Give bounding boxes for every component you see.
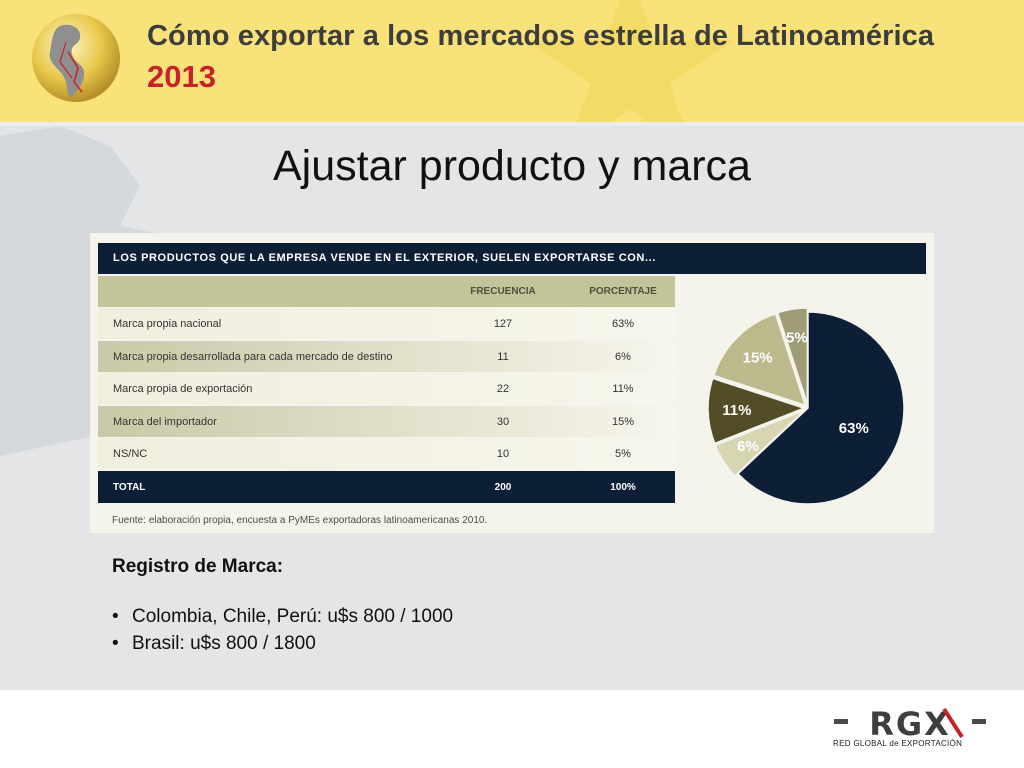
rgx-logo: RGX [834,705,986,743]
figure-panel: LOS PRODUCTOS QUE LA EMPRESA VENDE EN EL… [90,233,934,533]
pie-slice [776,308,809,405]
row-percentage: 5% [615,448,631,460]
row-label: Marca propia desarrollada para cada merc… [113,351,393,363]
table-title: LOS PRODUCTOS QUE LA EMPRESA VENDE EN EL… [113,252,656,264]
pie-chart: 63% 6% 11% 15% 5% [708,308,905,505]
pie-slice-label: 63% [839,420,869,437]
pie-slice-label: 15% [743,350,773,367]
header-band: Cómo exportar a los mercados estrella de… [0,0,1024,124]
list-item: • Brasil: u$s 800 / 1800 [112,633,453,655]
star-decoration [524,0,736,124]
logo-text: RGX [869,705,951,743]
table-row: Marca propia de exportación 22 11% [98,373,675,404]
list-item-text: Colombia, Chile, Perú: u$s 800 / 1000 [132,606,454,627]
header-divider [0,122,1024,126]
brand-year: 2013 [147,59,216,94]
table-row: NS/NC 10 5% [98,438,675,469]
list-item-text: Brasil: u$s 800 / 1800 [132,633,316,654]
row-frequency: 11 [497,351,509,363]
table-row: Marca del importador 30 15% [98,406,675,437]
col-header-frecuencia: FRECUENCIA [470,286,536,297]
row-label: Marca propia nacional [113,318,222,330]
bullet-icon: • [112,633,119,654]
figure-source: Fuente: elaboración propia, encuesta a P… [112,515,488,526]
footer [0,690,1024,768]
slide-title: Ajustar producto y marca [273,142,751,190]
pie-slice [736,311,905,505]
pie-slice [712,312,807,407]
total-percentage: 100% [610,482,636,493]
row-frequency: 10 [496,448,510,460]
pie-slice-label: 5% [786,330,808,347]
row-percentage: 63% [611,318,635,330]
table-row: Marca propia desarrollada para cada merc… [98,341,675,372]
total-frequency: 200 [494,482,512,493]
pie-slice-label: 11% [722,402,751,419]
row-frequency: 30 [496,416,510,428]
row-frequency: 22 [496,383,510,395]
row-percentage: 15% [611,416,635,428]
pie-slice-label: 6% [737,438,759,455]
pie-slice [708,377,807,445]
logo-caption: RED GLOBAL de EXPORTACIÓN [833,739,963,748]
row-percentage: 6% [615,351,631,363]
bullet-icon: • [112,606,119,627]
row-label: Marca del importador [113,416,217,428]
col-header-porcentaje: PORCENTAJE [589,286,657,297]
registro-title: Registro de Marca: [112,556,284,577]
list-item: • Colombia, Chile, Perú: u$s 800 / 1000 [112,606,453,628]
row-label: NS/NC [113,448,148,460]
pie-slice [714,409,806,477]
row-label: Marca propia de exportación [113,383,253,395]
row-frequency: 127 [493,318,513,330]
globe-icon [32,14,120,102]
table-row: Marca propia nacional 127 63% [98,308,675,339]
row-percentage: 11% [612,383,634,395]
table-total-row: TOTAL 200 100% [98,471,675,503]
brand-title: Cómo exportar a los mercados estrella de… [147,20,935,52]
table-title-bar: LOS PRODUCTOS QUE LA EMPRESA VENDE EN EL… [98,243,926,274]
table-column-header: FRECUENCIA PORCENTAJE [98,276,675,307]
registro-list: • Colombia, Chile, Perú: u$s 800 / 1000 •… [112,606,453,660]
total-label: TOTAL [113,482,146,493]
